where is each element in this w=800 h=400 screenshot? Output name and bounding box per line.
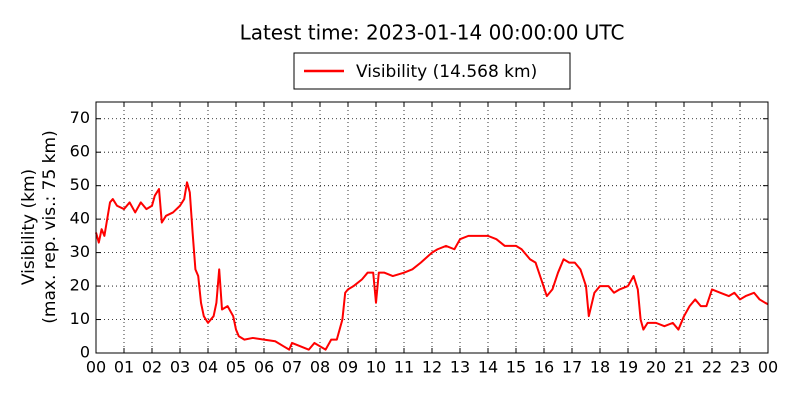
x-tick-label: 20 (646, 358, 666, 377)
x-tick-label: 00 (86, 358, 106, 377)
x-tick-label: 18 (590, 358, 610, 377)
x-tick-label: 09 (338, 358, 358, 377)
y-tick-label: 40 (70, 209, 90, 228)
x-tick-label: 05 (226, 358, 246, 377)
x-tick-label: 11 (394, 358, 414, 377)
y-axis-label: Visibility (km) (19, 169, 39, 285)
chart-title: Latest time: 2023-01-14 00:00:00 UTC (240, 21, 625, 45)
x-tick-label: 06 (254, 358, 274, 377)
x-tick-label: 15 (506, 358, 526, 377)
x-tick-label: 14 (478, 358, 498, 377)
y-tick-label: 20 (70, 276, 90, 295)
x-tick-label: 17 (562, 358, 582, 377)
y-tick-label: 10 (70, 309, 90, 328)
data-line (95, 181, 769, 351)
y-axis-label: (max. rep. vis.: 75 km) (40, 130, 60, 323)
y-tick-label: 50 (70, 175, 90, 194)
x-tick-label: 23 (730, 358, 750, 377)
x-tick-label: 07 (282, 358, 302, 377)
plot-frame (95, 101, 769, 354)
x-tick-label: 02 (142, 358, 162, 377)
x-tick-label: 01 (114, 358, 134, 377)
x-tick-label: 10 (366, 358, 386, 377)
x-tick-label: 19 (618, 358, 638, 377)
x-tick-label: 13 (450, 358, 470, 377)
x-tick-label: 04 (198, 358, 218, 377)
x-tick-label: 08 (310, 358, 330, 377)
x-tick-label: 22 (702, 358, 722, 377)
x-tick-label: 00 (758, 358, 778, 377)
y-tick-label: 70 (70, 108, 90, 127)
y-tick-label: 60 (70, 142, 90, 161)
legend-label: Visibility (14.568 km) (356, 62, 537, 82)
y-tick-label: 30 (70, 242, 90, 261)
x-tick-label: 16 (534, 358, 554, 377)
x-tick-label: 21 (674, 358, 694, 377)
x-tick-label: 03 (170, 358, 190, 377)
y-tick-label: 0 (80, 343, 90, 362)
x-tick-label: 12 (422, 358, 442, 377)
